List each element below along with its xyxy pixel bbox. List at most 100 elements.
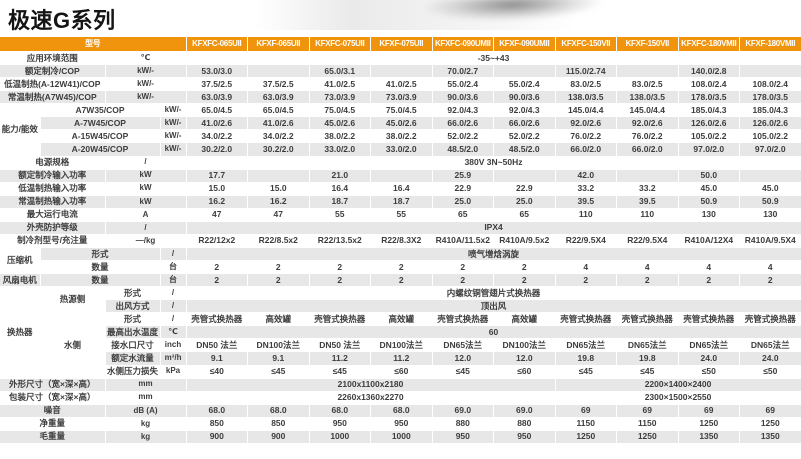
spec-unit: kW/- [105,90,187,105]
spec-value: 壳管式换热器 [432,312,495,327]
spec-value: 45.0 [739,182,801,196]
spec-value: 39.5 [616,195,679,209]
spec-value: 30.2/2.0 [186,142,249,157]
spec-value: 69 [555,404,618,418]
spec-value: 69.0 [493,404,556,418]
page-title: 极速G系列 [8,8,116,33]
spec-value: 48.5/2.0 [493,142,556,157]
spec-value: DN50 法兰 [186,338,249,353]
spec-value: ≤45 [555,365,618,379]
table-row: 额定水流量 m³/h 9.1 9.1 11.2 11.2 12.0 12.0 19.8 19.8 2… [0,351,801,366]
spec-group-label: 能力/能效 [0,103,41,157]
spec-value: 92.0/4.3 [432,103,495,118]
spec-value: 12.0 [432,351,495,366]
spec-value: 1150 [616,417,679,431]
table-row: A-20W45/COP kW/- 30.2/2.0 30.2/2.0 33.0/2.0 3… [0,142,801,157]
spec-value [247,169,310,183]
spec-value: 4 [616,260,679,275]
spec-value: 25.0 [493,195,556,209]
spec-value: 2 [739,273,801,288]
table-row: 风扇电机 数量台 2 2 2 2 2 2 2 2 2 2 [0,273,801,288]
spec-value: 105.0/2.2 [678,129,741,144]
spec-value [616,64,679,79]
spec-value: R22/9.5X4 [616,234,679,248]
spec-label: 低温制热输入功率 [0,182,106,196]
table-row: A-15W45/COP kW/- 34.0/2.2 34.0/2.2 38.0/2.2 3… [0,129,801,144]
table-row: 外壳防护等级 / IPX4 [0,221,801,235]
spec-value: 76.0/2.2 [555,129,618,144]
spec-value: 9.1 [186,351,249,366]
spec-value: ≤40 [186,365,249,379]
table-row: 数量台 2 2 2 2 2 2 4 4 4 4 [0,260,801,275]
spec-value: 50.9 [678,195,741,209]
spec-value: DN65法兰 [739,338,801,353]
spec-unit: / [160,247,187,262]
spec-group-label: 风扇电机 [0,273,41,288]
spec-label: A-20W45/COP [40,142,161,157]
spec-value: 34.0/2.2 [247,129,310,144]
spec-value: 18.7 [370,195,433,209]
spec-value: ≤50 [678,365,741,379]
spec-value: 66.0/2.6 [493,116,556,131]
spec-value: 45.0/2.6 [370,116,433,131]
spec-value: 4 [678,260,741,275]
spec-value: 39.5 [555,195,618,209]
spec-unit: inch [160,338,187,353]
spec-value: 壳管式换热器 [186,312,249,327]
spec-value: 25.0 [432,195,495,209]
spec-value: 178.0/3.5 [678,90,741,105]
table-row: 换热器 热源侧 形式 / 内螺纹铜管翅片式换热器 [0,286,801,379]
spec-value: R410A/11.5x2 [432,234,495,248]
spec-value: 950 [432,430,495,445]
spec-value: 2 [370,273,433,288]
spec-value: 130 [678,208,741,222]
model-column-header: 型号 [0,37,187,52]
spec-value: 16.2 [186,195,249,209]
spec-value: ≤45 [309,365,372,379]
spec-value: 97.0/2.0 [678,142,741,157]
spec-unit: kW/- [160,129,187,144]
spec-value: 55 [370,208,433,222]
spec-value: 33.2 [616,182,679,196]
spec-value: ≤45 [616,365,679,379]
spec-value: 壳管式换热器 [309,312,372,327]
spec-unit: kW/- [105,64,187,79]
table-row: 压缩机 形式 / 喷气增焓涡旋 [0,247,801,275]
spec-value: 33.0/2.0 [370,142,433,157]
spec-value: 73.0/3.9 [309,90,372,105]
spec-label: 包装尺寸（宽×深×高） [0,391,106,405]
spec-label: 形式 [105,286,161,301]
spec-value: 900 [247,430,310,445]
spec-label: 毛重量 [0,430,106,445]
spec-value: 41.0/2.5 [370,77,433,92]
spec-group-label: 压缩机 [0,247,41,275]
spec-label: 净重量 [0,417,106,431]
spec-label: 最高出水温度 [105,325,161,340]
spec-label: A7W35/COP [40,103,161,118]
spec-value [739,64,801,79]
spec-value [493,169,556,183]
spec-value [739,169,801,183]
spec-value: 90.0/3.6 [493,90,556,105]
spec-value: 47 [186,208,249,222]
table-row: 最大运行电流 A 47 47 55 55 65 65 110 110 130 130 [0,208,801,222]
spec-table: 型号 KFXFC-065UII KFXF-065UII KFXFC-075UII KFX… [0,37,801,445]
spec-unit: kg [105,430,187,445]
spec-value: 15.0 [186,182,249,196]
spec-value: 37.5/2.5 [247,77,310,92]
spec-value: 105.0/2.2 [739,129,801,144]
spec-value: DN100法兰 [493,338,556,353]
spec-value: R22/12x2 [186,234,249,248]
spec-value: 950 [493,430,556,445]
spec-label: 常温制热(A7W45)/COP [0,90,106,105]
spec-value: 65.0/4.5 [186,103,249,118]
spec-value: 110 [555,208,618,222]
table-row: 电源规格/380V 3N~50Hz [0,156,801,170]
spec-value: 壳管式换热器 [739,312,801,327]
spec-value: 4 [555,260,618,275]
spec-label: 形式 [105,312,161,327]
model-header-row: 型号 KFXFC-065UII KFXF-065UII KFXFC-075UII KFX… [0,37,801,52]
spec-value: 68.0 [309,404,372,418]
spec-value: 53.0/3.0 [186,64,249,79]
spec-value: 178.0/3.5 [739,90,801,105]
